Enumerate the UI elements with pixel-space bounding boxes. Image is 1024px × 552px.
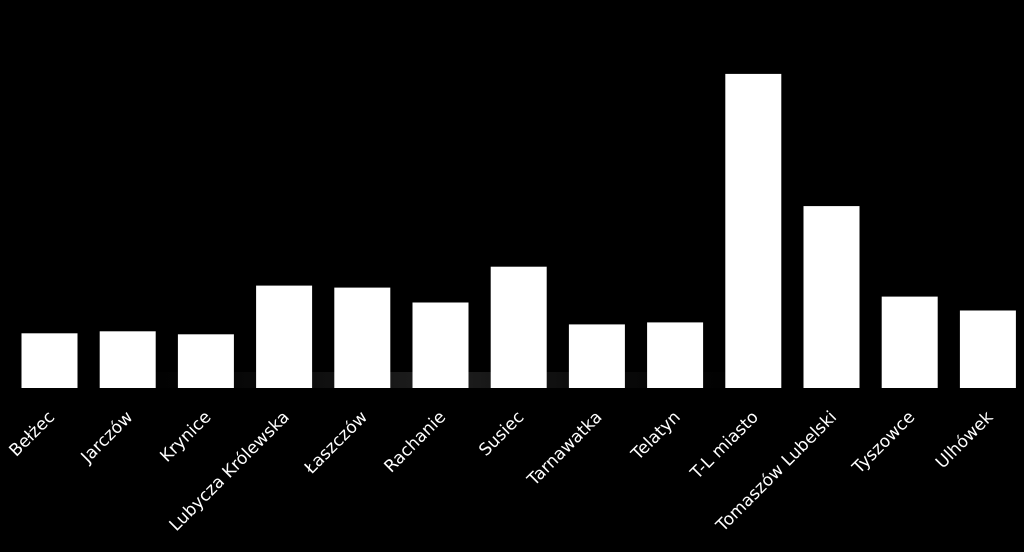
x-tick-label: Jarczów bbox=[77, 407, 138, 468]
x-tick-label: Rachanie bbox=[380, 407, 450, 477]
bar bbox=[412, 302, 469, 388]
bar bbox=[803, 206, 860, 388]
bar bbox=[490, 266, 547, 388]
bar bbox=[21, 333, 78, 388]
bars-layer bbox=[21, 73, 1016, 389]
x-tick-label: Susiec bbox=[475, 407, 528, 460]
bar bbox=[881, 296, 938, 388]
x-tick-label: Tarnawatka bbox=[523, 407, 606, 490]
x-tick-label: Tyszowce bbox=[848, 407, 919, 478]
bar bbox=[959, 310, 1016, 388]
x-tick-label: Łaszczów bbox=[300, 407, 372, 479]
bar bbox=[725, 73, 782, 389]
bar bbox=[647, 322, 704, 388]
x-tick-label: Krynice bbox=[156, 407, 215, 466]
bar bbox=[256, 285, 313, 388]
x-tick-label: Bełżec bbox=[6, 407, 60, 461]
x-tick-label: Ulhówek bbox=[932, 407, 998, 473]
bar bbox=[99, 331, 156, 388]
bar bbox=[177, 334, 234, 388]
x-tick-label: Telatyn bbox=[627, 407, 685, 465]
x-tick-label: T-L miasto bbox=[686, 407, 763, 484]
bar bbox=[334, 287, 391, 388]
bar bbox=[568, 324, 625, 388]
